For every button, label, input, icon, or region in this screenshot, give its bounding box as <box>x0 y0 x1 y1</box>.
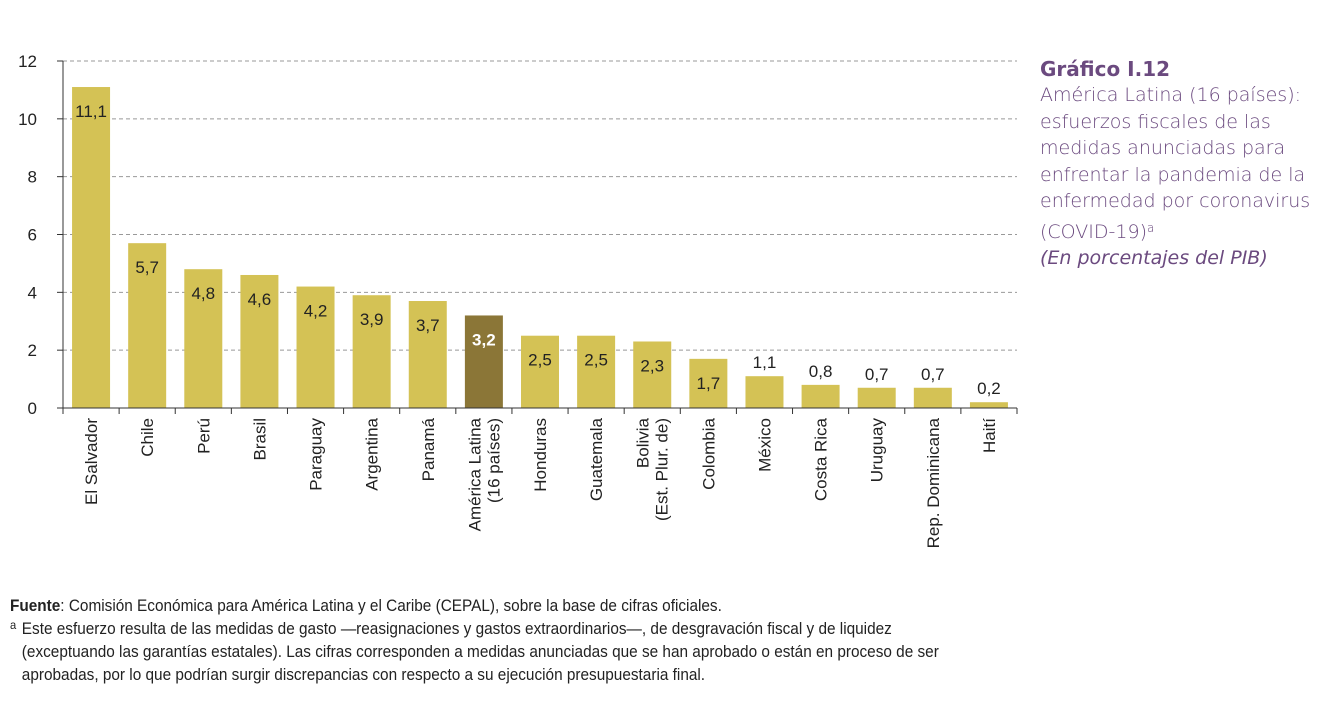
x-tick-label-line: Panamá <box>419 417 438 481</box>
bar <box>464 315 503 408</box>
x-tick-label-line: Uruguay <box>868 418 887 483</box>
x-tick-label-line: Honduras <box>531 418 550 492</box>
x-tick-label: Colombia <box>699 417 718 489</box>
x-tick-label: Chile <box>138 418 157 457</box>
x-tick-label-line: Bolivia <box>634 417 653 468</box>
value-label: 4,8 <box>191 284 215 303</box>
source-text: : Comisión Económica para América Latina… <box>60 597 722 615</box>
source-label: Fuente <box>10 597 61 615</box>
x-tick-label: América Latina (16 países) <box>465 417 503 531</box>
bar <box>969 402 1008 408</box>
y-tick-labels: 0 2 4 6 8 10 12 <box>18 52 37 418</box>
value-label: 11,1 <box>75 102 107 121</box>
value-label: 0,7 <box>921 365 945 384</box>
x-tick-label: Costa Rica <box>812 417 831 501</box>
y-tick-label: 0 <box>28 399 37 418</box>
x-tick-label: Uruguay <box>868 418 887 483</box>
x-tick-label: Honduras <box>531 418 550 492</box>
y-tick-label: 2 <box>28 341 37 360</box>
bar <box>913 387 952 408</box>
x-tick-label: México <box>755 418 774 472</box>
value-label: 4,6 <box>248 290 272 309</box>
value-label: 3,7 <box>416 316 440 335</box>
bar <box>352 295 391 408</box>
x-tick-label-line: Costa Rica <box>812 417 831 501</box>
bar-chart: 0 2 4 6 8 10 12 El Salvador Chile Perú Brasil Para… <box>18 52 1018 548</box>
x-tick-label: Perú <box>194 418 213 454</box>
bar <box>745 376 784 408</box>
x-tick-label-line: Colombia <box>699 417 718 489</box>
y-tick-label: 4 <box>28 283 37 302</box>
footnote-mark: a <box>1146 220 1155 235</box>
x-tick-label: Argentina <box>363 417 382 490</box>
bar <box>240 274 279 408</box>
bar <box>857 387 896 408</box>
source-note: Fuente: Comisión Económica para América … <box>10 595 959 618</box>
y-tick-label: 6 <box>28 226 37 245</box>
x-tick-label: Haití <box>980 418 999 453</box>
value-label: 3,2 <box>472 330 496 349</box>
x-tick-label-line: Rep. Dominicana <box>924 417 943 548</box>
x-tick-label: Rep. Dominicana <box>924 417 943 548</box>
value-labels: 11,1 5,7 4,8 4,6 4,2 3,9 3,7 3,2 2,5 2,5 2,3 1,7 1,1… <box>75 102 1001 398</box>
x-tick-label: Brasil <box>250 418 269 461</box>
x-tick-label: Guatemala <box>587 417 606 501</box>
bar <box>689 358 728 408</box>
y-tick-label: 8 <box>28 168 37 187</box>
value-label: 1,1 <box>753 353 777 372</box>
bar <box>801 384 840 408</box>
value-label: 1,7 <box>697 374 721 393</box>
x-tick-label-line: América Latina <box>465 417 484 531</box>
chart-notes: Fuente: Comisión Económica para América … <box>10 595 959 687</box>
value-label: 0,7 <box>865 365 889 384</box>
axes <box>57 60 1018 414</box>
value-label: 0,2 <box>977 379 1001 398</box>
x-tick-label-line: Brasil <box>250 418 269 461</box>
x-tick-label-line: (16 países) <box>484 418 503 503</box>
x-tick-label: Bolivia (Est. Plur. de) <box>634 417 672 521</box>
chart-units: (En porcentajes del PIB) <box>1040 247 1268 269</box>
x-tick-label-line: Paraguay <box>307 418 326 491</box>
value-label: 2,5 <box>528 351 552 370</box>
footnote-mark-note: a <box>10 618 17 632</box>
chart-title: América Latina (16 países): esfuerzos fi… <box>1040 84 1311 243</box>
x-tick-label-line: Haití <box>980 418 999 453</box>
bar <box>408 301 447 408</box>
bar <box>296 286 335 408</box>
footnote-text: Este esfuerzo resulta de las medidas de … <box>21 620 939 684</box>
bar <box>184 269 223 408</box>
x-tick-label-line: El Salvador <box>82 418 101 505</box>
value-label: 2,3 <box>640 356 664 375</box>
x-tick-label-line: (Est. Plur. de) <box>653 418 672 521</box>
x-tick-label: El Salvador <box>82 418 101 505</box>
bar <box>128 243 167 408</box>
bar <box>521 335 559 408</box>
x-tick-label-line: Perú <box>194 418 213 454</box>
bars <box>72 87 1008 409</box>
y-tick-label: 12 <box>18 52 37 71</box>
x-tick-label-line: Argentina <box>363 417 382 490</box>
bar <box>633 341 672 408</box>
value-label: 5,7 <box>135 258 159 277</box>
footnote: a Este esfuerzo resulta de las medidas de… <box>10 618 959 687</box>
x-tick-label-line: México <box>755 418 774 472</box>
bar <box>72 87 111 409</box>
figure-number: Gráfico I.12 <box>1040 57 1171 81</box>
x-tick-label-line: Chile <box>138 418 157 457</box>
x-tick-labels: El Salvador Chile Perú Brasil Paraguay Argent… <box>82 417 999 548</box>
value-label: 4,2 <box>304 302 328 321</box>
value-label: 3,9 <box>360 310 384 329</box>
bar <box>577 335 616 408</box>
value-label: 0,8 <box>809 362 833 381</box>
x-tick-label-line: Guatemala <box>587 417 606 501</box>
chart-caption: Gráfico I.12 América Latina (16 países):… <box>1040 56 1335 271</box>
value-label: 2,5 <box>584 351 608 370</box>
x-tick-label: Paraguay <box>307 418 326 491</box>
y-tick-label: 10 <box>18 110 37 129</box>
x-tick-label: Panamá <box>419 417 438 481</box>
